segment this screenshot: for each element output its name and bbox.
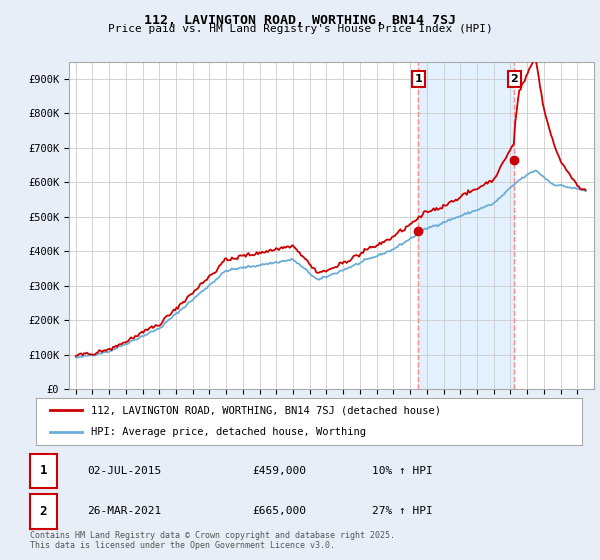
Text: Contains HM Land Registry data © Crown copyright and database right 2025.
This d: Contains HM Land Registry data © Crown c… [30, 530, 395, 550]
Text: 1: 1 [40, 464, 47, 478]
Text: 2: 2 [40, 505, 47, 518]
Text: Price paid vs. HM Land Registry's House Price Index (HPI): Price paid vs. HM Land Registry's House … [107, 24, 493, 34]
Text: £459,000: £459,000 [252, 466, 306, 476]
Text: 02-JUL-2015: 02-JUL-2015 [87, 466, 161, 476]
Text: 112, LAVINGTON ROAD, WORTHING, BN14 7SJ: 112, LAVINGTON ROAD, WORTHING, BN14 7SJ [144, 14, 456, 27]
Bar [418, 62, 514, 389]
Text: HPI: Average price, detached house, Worthing: HPI: Average price, detached house, Wort… [91, 427, 365, 437]
Text: 1: 1 [415, 74, 422, 84]
Text: 112, LAVINGTON ROAD, WORTHING, BN14 7SJ (detached house): 112, LAVINGTON ROAD, WORTHING, BN14 7SJ … [91, 405, 440, 416]
Text: 2: 2 [511, 74, 518, 84]
Text: 26-MAR-2021: 26-MAR-2021 [87, 506, 161, 516]
Text: 10% ↑ HPI: 10% ↑ HPI [372, 466, 433, 476]
Text: £665,000: £665,000 [252, 506, 306, 516]
Text: 27% ↑ HPI: 27% ↑ HPI [372, 506, 433, 516]
